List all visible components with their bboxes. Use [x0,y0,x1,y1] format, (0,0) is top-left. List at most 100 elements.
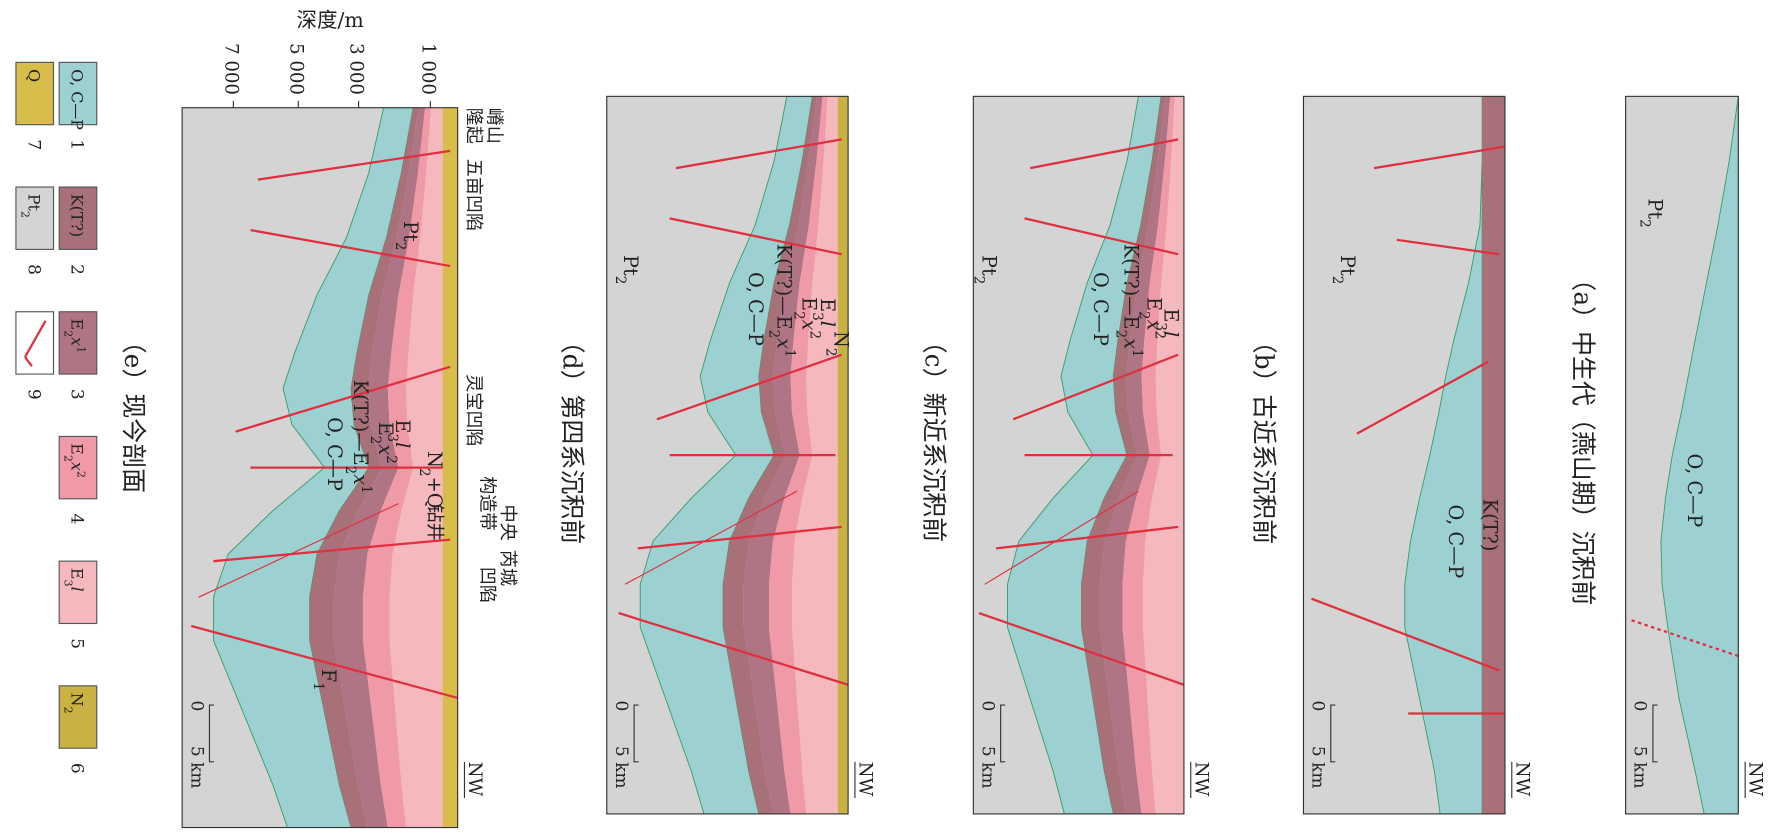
layer-label-part: 1 [358,485,374,494]
layer-label: O, C—P [1444,504,1467,578]
region-label: 钻井 [424,504,445,540]
direction-label: NW [1511,762,1532,797]
layer-label-part: Pt [1643,198,1666,219]
scale-end: 5 km [186,746,206,789]
region-label: 隆起 [463,108,484,144]
region-label: 中央 [497,504,518,540]
fault-line [1012,353,1179,421]
scale-start: 0 [1630,701,1650,712]
scale-end: 5 km [611,746,631,789]
legend-swatch [58,435,98,500]
legend-swatch [15,61,55,126]
scale-start: 0 [1308,701,1328,712]
fault-line [257,149,451,181]
legend-label: O, C—P [68,69,87,130]
fault-line [1630,619,1739,658]
layer-label: E3l [1153,308,1183,337]
layer-label: Pt2 [392,221,422,250]
layer-label-part: O, C—P [1089,272,1112,346]
layer-label: F1 [310,669,340,691]
layers [1311,96,1505,814]
layer-label-part: l [816,321,839,327]
layer-label: Pt2 [970,255,1000,284]
layer-label: O, C—P [1683,453,1706,527]
fault-line [235,365,451,433]
strata-layer [1099,96,1171,814]
fault-line [995,525,1179,550]
cross-section [1625,95,1739,815]
layer-label: K(T?)—E2x1 [342,380,374,494]
layer-label: N2+Q [416,451,446,508]
layer-label: O, C—P [323,417,346,491]
layer-label-part: K(T?) [1478,499,1501,552]
layer-label: E2x2 [367,422,399,464]
legend-label-part: 2 [62,455,75,462]
fault-line [1024,217,1179,256]
layer-label-part: l [1160,331,1183,337]
legend-swatch [15,186,55,250]
legend-label-part: K(T?) [68,194,87,237]
layer-label-part: 2 [807,331,823,340]
layer-label: E2x2 [1135,297,1167,339]
scale-start: 0 [186,701,206,712]
panel-caption: （a）中生代（燕山期）沉积前 [1568,266,1597,605]
layers [978,96,1184,814]
legend-swatch [58,311,98,375]
layer-label-part: O, C—P [323,417,346,491]
region-label: 凹陷 [477,567,498,603]
layer-label-part: E [1160,308,1183,322]
legend-label-part: x [68,462,87,471]
layer-label-part: F [317,669,340,682]
panel-caption: （c）新近系沉积前 [920,329,949,542]
layer-label-part: E [374,422,397,436]
scale-start: 0 [977,701,997,712]
layer-label-part: N [829,331,852,348]
layer-label: Pt2 [1636,198,1666,227]
legend-label-part: 2 [19,211,32,218]
layer-label-part: 2 [367,436,383,445]
legend-label-part: 1 [75,346,88,353]
layer-label-part: 2 [416,468,432,477]
fault-line [190,624,458,700]
region-label: 芮城 [497,550,518,586]
scale-end: 5 km [1308,746,1328,789]
legend-number: 6 [67,763,87,774]
layer-label-part: E [391,419,414,433]
layer-label-part: O, C—P [1444,504,1467,578]
legend-number: 2 [67,264,87,275]
legend-label: E2x2 [62,443,88,478]
layers [618,96,849,814]
depth-tick-label: 7 000 [220,43,241,95]
panel-caption: （b）古近系沉积前 [1250,329,1279,544]
layer-label-part: 2 [970,276,986,285]
layer-label-part: 1 [782,349,798,358]
layer-label-part: 2 [1152,331,1168,340]
scale-bar [633,704,639,763]
legend-label-part: 3 [62,580,75,587]
region-label: 五亩凹陷 [463,159,484,231]
fault-line [675,138,842,170]
layer-label-part: 2 [392,242,408,251]
fault-line [618,611,849,686]
direction-label: NW [464,762,485,797]
fault-line [978,611,1184,686]
scale-end: 5 km [977,746,997,789]
layer-label-part: Pt [619,255,642,276]
fault-line [1396,238,1500,256]
legend-number: 4 [67,514,87,525]
cross-section [606,95,849,815]
layers [1630,96,1739,814]
layer-label-part: E [798,297,821,311]
fault-line [198,503,399,598]
layer-label-part: E [816,298,839,312]
legend-label: K(T?) [68,194,87,237]
scale-end: 5 km [1630,746,1650,789]
layer-label-part: 2 [765,330,781,339]
layer-label-part: x [1142,320,1165,331]
legend-label: E2x1 [62,319,88,354]
legend-label: N2 [62,693,87,714]
strata-layer [333,107,426,828]
depth-tick-label: 3 000 [346,43,367,95]
layer-label: K(T?)—E2x1 [1113,244,1145,358]
layer-label-part: 2 [791,311,807,320]
